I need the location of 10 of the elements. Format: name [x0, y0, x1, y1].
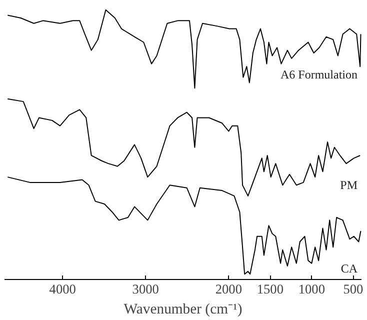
x-tick-label: 2000 — [215, 282, 242, 296]
x-tick-label: 3000 — [132, 282, 160, 296]
series-label: CA — [340, 262, 358, 276]
x-tick-label: 1500 — [256, 282, 284, 296]
x-tick-label: 1000 — [298, 282, 326, 296]
x-tick-label: 4000 — [49, 282, 76, 296]
series-label: PM — [340, 178, 358, 192]
x-axis-title: Wavenumber (cm⁻¹) — [124, 302, 242, 318]
series-label: A6 Formulation — [280, 68, 358, 82]
x-tick-label: 500 — [343, 282, 364, 296]
